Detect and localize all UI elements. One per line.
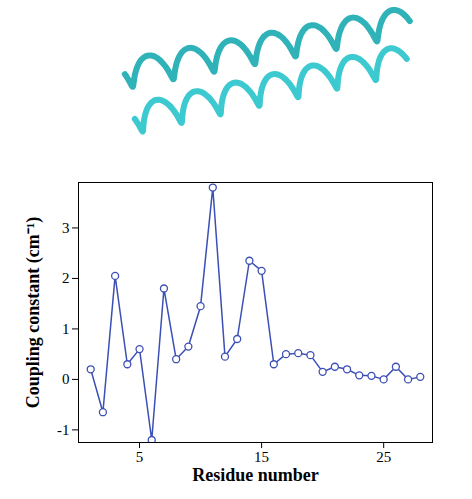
svg-text:2: 2 bbox=[62, 270, 70, 286]
svg-text:5: 5 bbox=[136, 449, 144, 465]
svg-text:25: 25 bbox=[376, 449, 391, 465]
svg-text:0: 0 bbox=[62, 371, 70, 387]
svg-text:-1: -1 bbox=[57, 422, 70, 438]
svg-text:Coupling constant (cm⁻¹): Coupling constant (cm⁻¹) bbox=[23, 217, 44, 408]
svg-text:3: 3 bbox=[62, 220, 70, 236]
svg-text:1: 1 bbox=[62, 321, 70, 337]
svg-text:Residue number: Residue number bbox=[192, 465, 319, 485]
svg-text:15: 15 bbox=[254, 449, 269, 465]
